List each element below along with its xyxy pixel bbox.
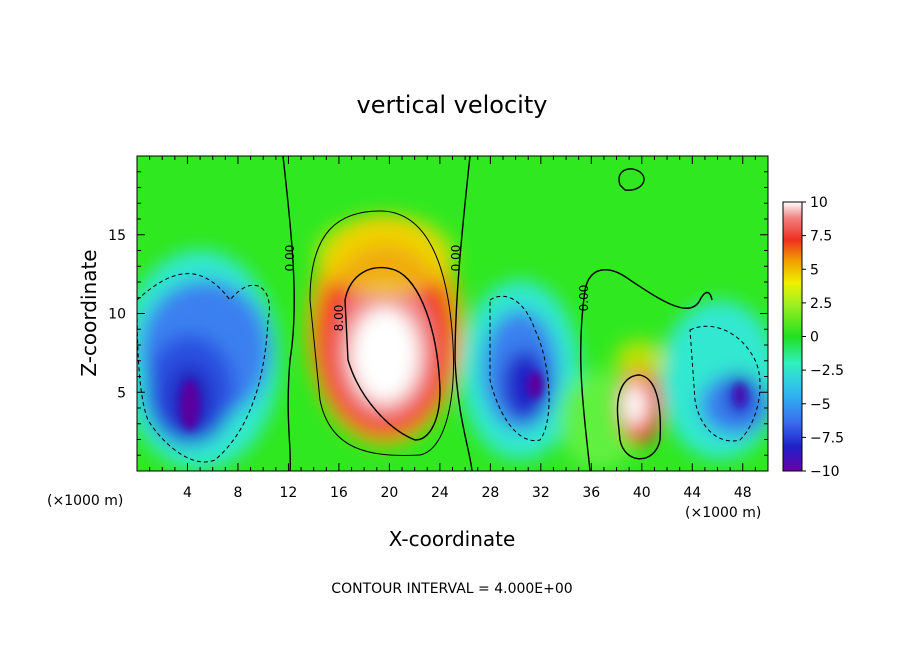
colorbar-tick-label: −7.5 bbox=[810, 430, 844, 446]
x-tick-label: 4 bbox=[183, 485, 192, 501]
x-tick-label: 12 bbox=[280, 485, 298, 501]
negative-contours bbox=[137, 273, 761, 463]
contour-label: 0.00 bbox=[577, 285, 591, 312]
x-axis-label: X-coordinate bbox=[389, 527, 516, 551]
x-tick-label: 28 bbox=[481, 485, 499, 501]
x-unit-left: (×1000 m) bbox=[47, 493, 123, 509]
x-tick-label: 36 bbox=[582, 485, 600, 501]
downdraft-core-2 bbox=[527, 371, 543, 399]
colorbar-tick-label: 10 bbox=[810, 195, 828, 211]
chart-title: vertical velocity bbox=[357, 91, 548, 119]
contour-interval-note: CONTOUR INTERVAL = 4.000E+00 bbox=[331, 581, 572, 597]
y-tick-label: 15 bbox=[108, 228, 126, 244]
colorbar bbox=[782, 201, 803, 472]
heatmap-field: 0.00 8.00 0.00 0.00 bbox=[137, 156, 768, 471]
y-tick-label: 10 bbox=[108, 307, 126, 323]
contour-label: 0.00 bbox=[283, 245, 297, 272]
x-tick-label: 16 bbox=[330, 485, 348, 501]
contour-label: 8.00 bbox=[332, 305, 346, 332]
downdraft-core-1 bbox=[180, 380, 200, 430]
y-axis-label: Z-coordinate bbox=[77, 249, 101, 376]
y-tick-label: 5 bbox=[117, 385, 126, 401]
x-tick-label: 20 bbox=[380, 485, 398, 501]
x-unit-right: (×1000 m) bbox=[685, 505, 761, 521]
x-tick-label: 48 bbox=[734, 485, 752, 501]
downdraft-core-3 bbox=[734, 383, 746, 407]
colorbar-tick-label: 0 bbox=[810, 330, 819, 346]
y-axis: 5 10 15 bbox=[108, 171, 768, 456]
colorbar-tick-label: 2.5 bbox=[810, 296, 832, 312]
colorbar-tick-label: −10 bbox=[810, 464, 840, 480]
x-axis: 4 8 12 16 20 24 28 32 36 40 44 48 bbox=[149, 156, 756, 501]
colorbar-tick-label: 5 bbox=[810, 262, 819, 278]
contour-label: 0.00 bbox=[449, 245, 463, 272]
colorbar-ticks: 10 7.5 5 2.5 0 −2.5 −5 −7.5 −10 bbox=[802, 195, 844, 480]
x-tick-label: 24 bbox=[431, 485, 449, 501]
x-tick-label: 32 bbox=[532, 485, 550, 501]
colorbar-tick-label: 7.5 bbox=[810, 229, 832, 245]
x-tick-label: 8 bbox=[233, 485, 242, 501]
contour-lines bbox=[282, 156, 713, 471]
colorbar-tick-label: −2.5 bbox=[810, 363, 844, 379]
x-tick-label: 40 bbox=[633, 485, 651, 501]
x-tick-label: 44 bbox=[683, 485, 701, 501]
colorbar-tick-label: −5 bbox=[810, 397, 831, 413]
